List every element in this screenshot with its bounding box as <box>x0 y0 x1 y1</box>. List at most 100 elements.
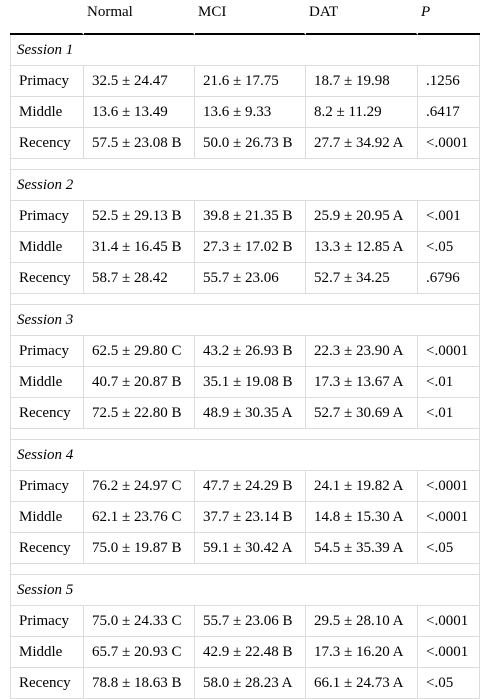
section-title: Session 4 <box>10 440 480 471</box>
section-title: Session 1 <box>10 35 480 66</box>
data-cell: 58.7 ± 28.42 <box>84 263 195 294</box>
data-cell: 35.1 ± 19.08 B <box>195 367 306 398</box>
data-cell: .1256 <box>418 66 480 97</box>
data-cell: .6417 <box>418 97 480 128</box>
section-row: Session 5 <box>10 575 480 606</box>
data-cell: 13.6 ± 9.33 <box>195 97 306 128</box>
data-cell: 27.7 ± 34.92 A <box>306 128 418 159</box>
row-label: Middle <box>10 367 84 398</box>
data-cell: 14.8 ± 15.30 A <box>306 502 418 533</box>
data-cell: 50.0 ± 26.73 B <box>195 128 306 159</box>
data-cell: 42.9 ± 22.48 B <box>195 637 306 668</box>
data-row: Recency 75.0 ± 19.87 B 59.1 ± 30.42 A 54.5 … <box>10 533 480 564</box>
table-container: Normal MCI DAT P Session 1 Primacy 32.5 ± 24.… <box>10 0 480 699</box>
data-cell: <.0001 <box>418 336 480 367</box>
data-cell: <.05 <box>418 533 480 564</box>
spacer <box>10 294 480 305</box>
data-row: Middle 13.6 ± 13.49 13.6 ± 9.33 8.2 ± 11.29… <box>10 97 480 128</box>
data-cell: <.0001 <box>418 637 480 668</box>
data-cell: <.001 <box>418 201 480 232</box>
data-cell: 58.0 ± 28.23 A <box>195 668 306 699</box>
data-cell: 47.7 ± 24.29 B <box>195 471 306 502</box>
data-cell: <.01 <box>418 367 480 398</box>
data-cell: 55.7 ± 23.06 <box>195 263 306 294</box>
section-title: Session 2 <box>10 170 480 201</box>
data-cell: 37.7 ± 23.14 B <box>195 502 306 533</box>
row-label: Middle <box>10 637 84 668</box>
data-cell: 52.7 ± 30.69 A <box>306 398 418 429</box>
data-cell: 32.5 ± 24.47 <box>84 66 195 97</box>
data-cell: 25.9 ± 20.95 A <box>306 201 418 232</box>
data-row: Recency 72.5 ± 22.80 B 48.9 ± 30.35 A 52.7 … <box>10 398 480 429</box>
results-table: Normal MCI DAT P Session 1 Primacy 32.5 ± 24.… <box>10 0 480 699</box>
data-cell: 76.2 ± 24.97 C <box>84 471 195 502</box>
data-cell: 52.7 ± 34.25 <box>306 263 418 294</box>
row-label: Middle <box>10 97 84 128</box>
data-row: Primacy 62.5 ± 29.80 C 43.2 ± 26.93 B 22.3 … <box>10 336 480 367</box>
row-label: Middle <box>10 502 84 533</box>
data-cell: 31.4 ± 16.45 B <box>84 232 195 263</box>
data-row: Middle 40.7 ± 20.87 B 35.1 ± 19.08 B 17.3 ±… <box>10 367 480 398</box>
data-row: Recency 58.7 ± 28.42 55.7 ± 23.06 52.7 ± 34… <box>10 263 480 294</box>
data-row: Recency 57.5 ± 23.08 B 50.0 ± 26.73 B 27.7 … <box>10 128 480 159</box>
column-header: DAT <box>306 0 418 35</box>
row-label: Primacy <box>10 201 84 232</box>
row-label: Primacy <box>10 336 84 367</box>
row-label: Primacy <box>10 606 84 637</box>
column-header: Normal <box>84 0 195 35</box>
spacer-row <box>10 564 480 575</box>
data-cell: 18.7 ± 19.98 <box>306 66 418 97</box>
data-cell: 22.3 ± 23.90 A <box>306 336 418 367</box>
header-row: Normal MCI DAT P <box>10 0 480 35</box>
data-row: Primacy 32.5 ± 24.47 21.6 ± 17.75 18.7 ± 19… <box>10 66 480 97</box>
section-row: Session 2 <box>10 170 480 201</box>
data-cell: <.05 <box>418 668 480 699</box>
row-label: Recency <box>10 668 84 699</box>
row-label: Recency <box>10 533 84 564</box>
section-row: Session 3 <box>10 305 480 336</box>
data-cell: 62.5 ± 29.80 C <box>84 336 195 367</box>
data-cell: 57.5 ± 23.08 B <box>84 128 195 159</box>
data-cell: 13.3 ± 12.85 A <box>306 232 418 263</box>
data-cell: <.0001 <box>418 606 480 637</box>
data-cell: 13.6 ± 13.49 <box>84 97 195 128</box>
spacer <box>10 429 480 440</box>
data-cell: 75.0 ± 19.87 B <box>84 533 195 564</box>
data-cell: 43.2 ± 26.93 B <box>195 336 306 367</box>
column-header: P <box>418 0 480 35</box>
spacer-row <box>10 159 480 170</box>
data-cell: 66.1 ± 24.73 A <box>306 668 418 699</box>
data-cell: 55.7 ± 23.06 B <box>195 606 306 637</box>
data-cell: 62.1 ± 23.76 C <box>84 502 195 533</box>
header-cell <box>10 0 84 35</box>
spacer <box>10 564 480 575</box>
data-cell: 65.7 ± 20.93 C <box>84 637 195 668</box>
data-cell: 17.3 ± 13.67 A <box>306 367 418 398</box>
data-cell: <.0001 <box>418 471 480 502</box>
data-row: Primacy 52.5 ± 29.13 B 39.8 ± 21.35 B 25.9 … <box>10 201 480 232</box>
data-row: Recency 78.8 ± 18.63 B 58.0 ± 28.23 A 66.1 … <box>10 668 480 699</box>
data-cell: <.05 <box>418 232 480 263</box>
data-cell: 72.5 ± 22.80 B <box>84 398 195 429</box>
data-cell: 27.3 ± 17.02 B <box>195 232 306 263</box>
data-cell: 52.5 ± 29.13 B <box>84 201 195 232</box>
row-label: Primacy <box>10 66 84 97</box>
data-cell: 78.8 ± 18.63 B <box>84 668 195 699</box>
data-row: Primacy 76.2 ± 24.97 C 47.7 ± 24.29 B 24.1 … <box>10 471 480 502</box>
data-cell: 24.1 ± 19.82 A <box>306 471 418 502</box>
section-title: Session 3 <box>10 305 480 336</box>
row-label: Middle <box>10 232 84 263</box>
row-label: Recency <box>10 263 84 294</box>
data-cell: <.0001 <box>418 128 480 159</box>
data-cell: 8.2 ± 11.29 <box>306 97 418 128</box>
data-cell: 48.9 ± 30.35 A <box>195 398 306 429</box>
data-row: Middle 62.1 ± 23.76 C 37.7 ± 23.14 B 14.8 ±… <box>10 502 480 533</box>
section-title: Session 5 <box>10 575 480 606</box>
data-cell: 29.5 ± 28.10 A <box>306 606 418 637</box>
data-cell: 21.6 ± 17.75 <box>195 66 306 97</box>
data-cell: 17.3 ± 16.20 A <box>306 637 418 668</box>
data-cell: 59.1 ± 30.42 A <box>195 533 306 564</box>
data-cell: .6796 <box>418 263 480 294</box>
data-cell: <.01 <box>418 398 480 429</box>
